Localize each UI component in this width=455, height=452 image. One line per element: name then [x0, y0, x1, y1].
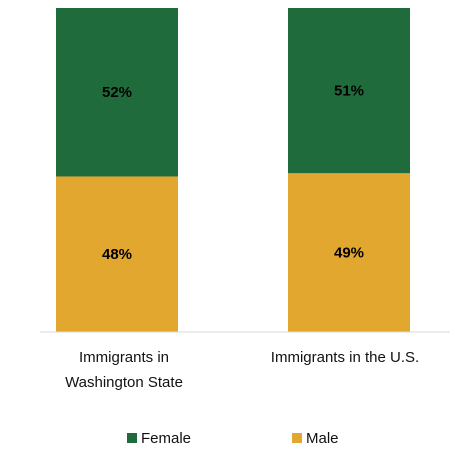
data-label-female-1: 52% [102, 84, 132, 101]
data-label-male-1: 48% [102, 246, 132, 263]
legend: Female Male [127, 430, 339, 447]
bar-female-1 [56, 8, 178, 177]
legend-swatch-male [292, 433, 302, 443]
category-label-1-line-2: Washington State [65, 374, 183, 391]
data-label-female-2: 51% [334, 83, 364, 100]
data-label-male-2: 49% [334, 245, 364, 262]
category-labels: Immigrants in Washington State Immigrants … [65, 349, 419, 391]
bar-male-2 [288, 173, 410, 332]
legend-swatch-female [127, 433, 137, 443]
category-label-2-line-1: Immigrants in the U.S. [271, 349, 419, 366]
bars-group: 48% 52% 49% 51% [56, 8, 410, 332]
category-label-1-line-1: Immigrants in [79, 349, 169, 366]
bar-male-1 [56, 176, 178, 332]
bar-female-2 [288, 8, 410, 174]
legend-label-male: Male [306, 430, 339, 447]
legend-label-female: Female [141, 430, 191, 447]
